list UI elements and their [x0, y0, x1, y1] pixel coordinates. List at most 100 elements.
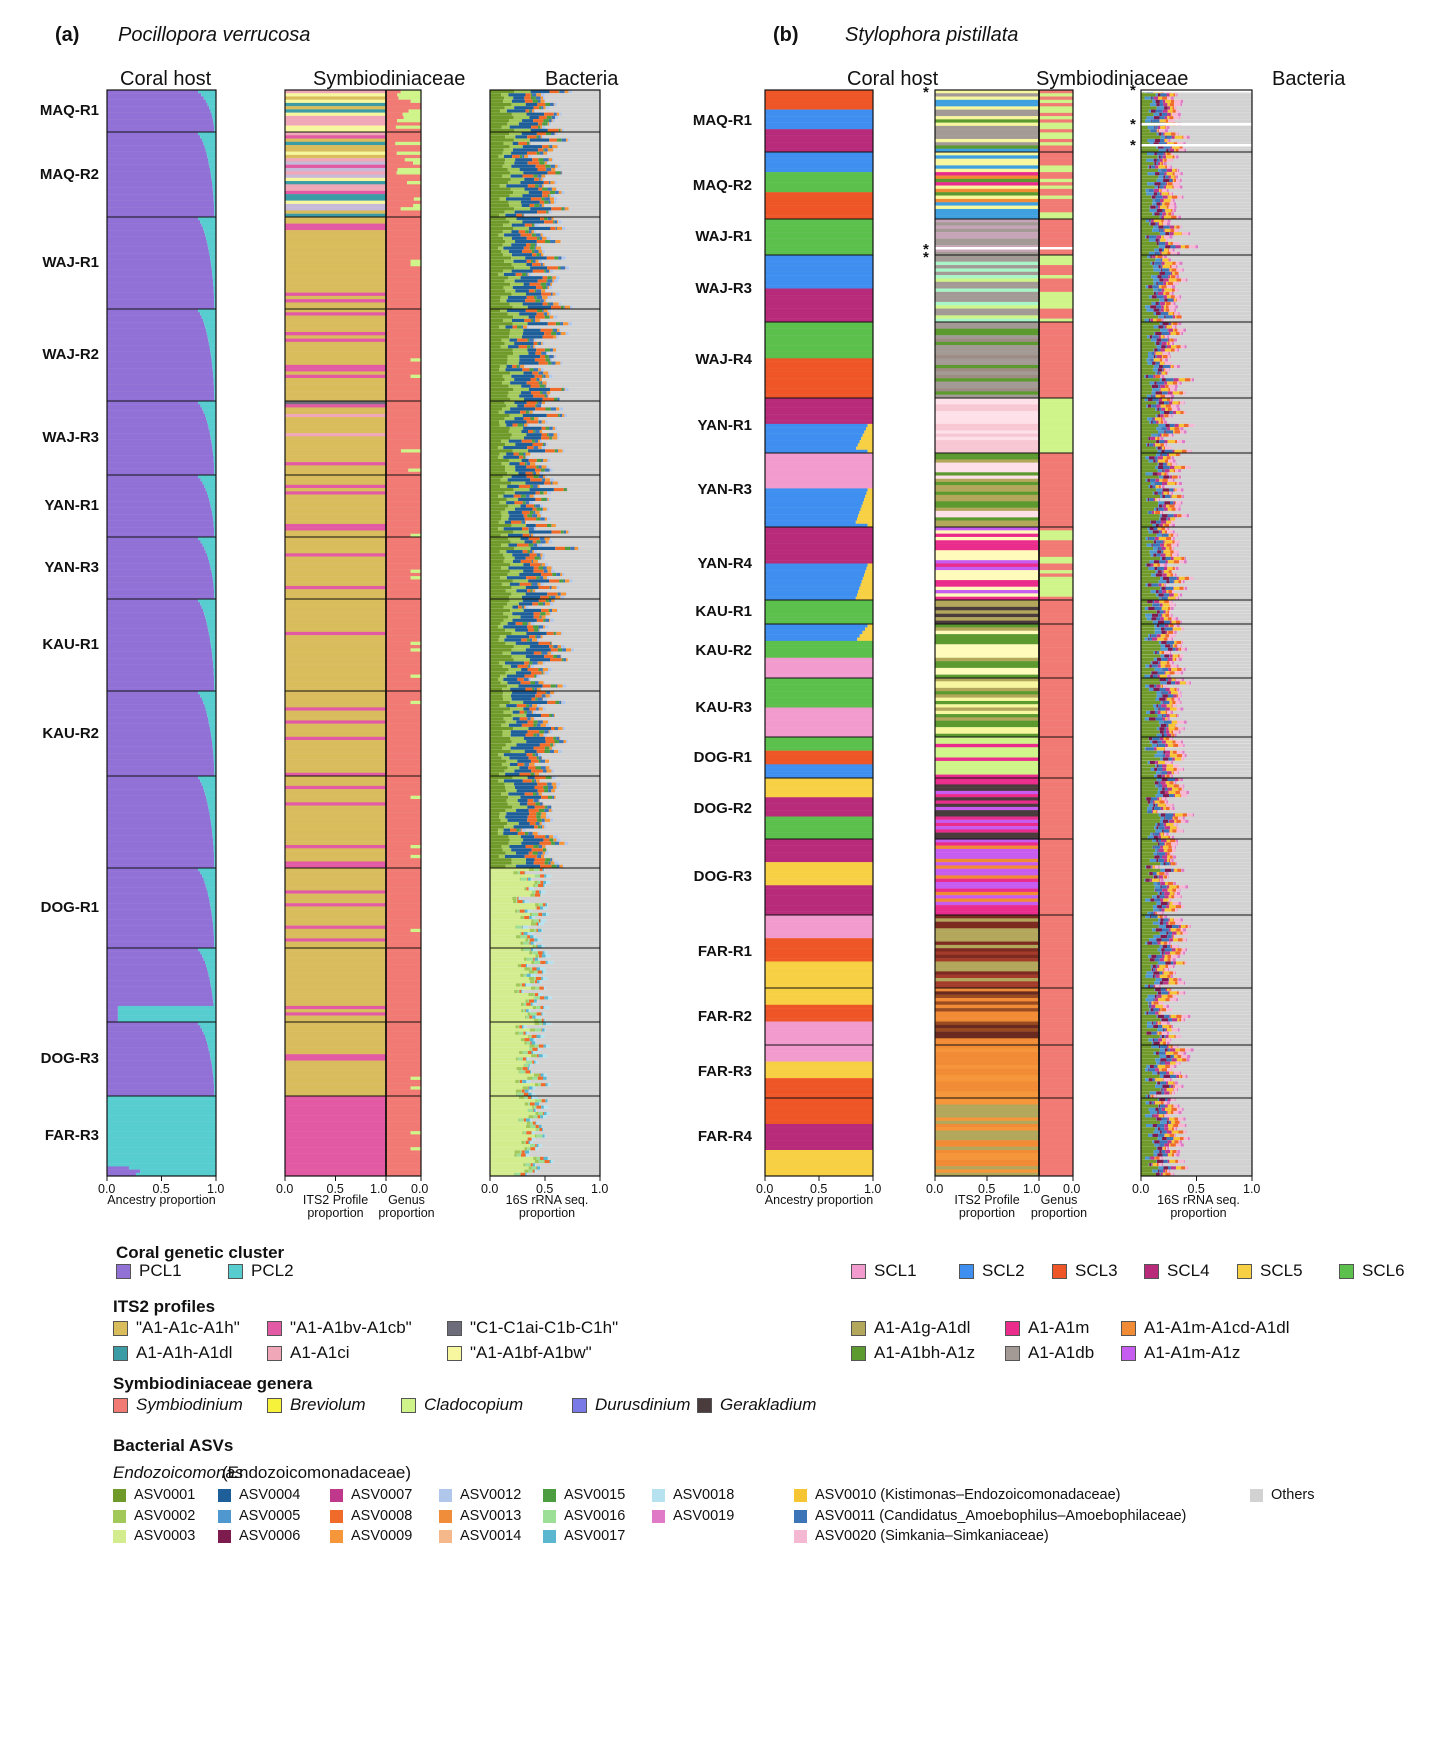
bacteria-bar-segment [544, 148, 548, 152]
bacteria-bar-segment [561, 645, 565, 649]
bacteria-bar-segment [536, 1144, 539, 1148]
bacteria-bar-segment [1159, 119, 1166, 123]
bacteria-bar-segment [504, 556, 515, 560]
genus-bar-segment [386, 608, 421, 613]
bacteria-bar-segment [490, 484, 501, 488]
bacteria-bar-segment [546, 691, 551, 695]
genus-bar-segment [1039, 99, 1073, 104]
bacteria-bar-segment [532, 589, 533, 593]
bacteria-bar-segment [1150, 103, 1157, 107]
bacteria-bar-segment [529, 1102, 535, 1106]
bacteria-bar-segment [1141, 158, 1147, 162]
genus-bar-segment [386, 625, 421, 629]
bacteria-bar-segment [510, 746, 534, 750]
host-bar-segment [204, 612, 216, 616]
genus-bar-segment [386, 413, 421, 418]
bacteria-bar-segment [533, 919, 539, 923]
genus-bar-segment [386, 566, 421, 570]
genus-bar-segment [386, 677, 421, 682]
bacteria-bar-segment [542, 309, 544, 313]
bacteria-bar-segment [1160, 162, 1162, 166]
bacteria-bar-segment [529, 1118, 532, 1122]
bacteria-bar-segment [563, 171, 600, 175]
bacteria-bar-segment [524, 423, 528, 427]
bacteria-bar-segment [522, 145, 543, 149]
bacteria-bar-segment [536, 1041, 600, 1045]
bacteria-bar-segment [536, 458, 542, 463]
genus-bar-segment [386, 132, 421, 136]
bacteria-bar-segment [1180, 116, 1252, 120]
host-bar-segment [198, 309, 216, 313]
host-bar-segment [107, 1005, 118, 1010]
bacteria-bar-segment [497, 455, 504, 459]
bacteria-bar-segment [490, 361, 508, 365]
host-bar-segment [203, 141, 216, 146]
bacteria-bar-segment [527, 1096, 532, 1100]
host-bar-segment [107, 475, 199, 479]
bacteria-bar-segment [490, 1156, 534, 1160]
host-bar-segment [213, 292, 216, 297]
its2-bar-segment [285, 1009, 386, 1013]
bacteria-bar-segment [553, 217, 600, 221]
genus-bar-segment [386, 282, 421, 287]
genus-bar-segment [386, 1047, 421, 1052]
bacteria-bar-segment [525, 585, 539, 590]
bacteria-bar-segment [538, 465, 542, 469]
bacteria-bar-segment [508, 429, 522, 434]
host-bar-segment [107, 520, 214, 525]
bacteria-bar-segment [535, 233, 541, 237]
its2-bar-segment [285, 932, 386, 936]
bacteria-bar-segment [490, 355, 508, 359]
bacteria-bar-segment [543, 1044, 546, 1048]
bacteria-bar-segment [502, 407, 511, 411]
bacteria-bar-segment [523, 171, 548, 175]
host-bar-segment [202, 874, 216, 878]
bacteria-bar-segment [529, 635, 536, 639]
bacteria-bar-segment [544, 517, 548, 521]
host-bar-segment [200, 779, 216, 783]
bacteria-bar-segment [513, 259, 527, 263]
host-bar-segment [202, 407, 216, 411]
bacteria-bar-segment [568, 387, 600, 392]
its2-bar-segment [285, 243, 386, 247]
host-bar-segment [208, 246, 216, 251]
host-bar-segment [206, 553, 216, 557]
bacteria-bar-segment [547, 475, 600, 479]
bacteria-bar-segment [503, 318, 513, 323]
host-bar-segment [107, 190, 214, 195]
bacteria-bar-segment [517, 964, 522, 968]
host-bar-segment [107, 1079, 214, 1084]
bacteria-bar-segment [490, 243, 503, 247]
bacteria-bar-segment [527, 272, 529, 277]
genus-bar-segment [386, 733, 421, 737]
its2-bar-segment [285, 233, 386, 237]
bacteria-bar-segment [521, 605, 523, 609]
bacteria-bar-segment [538, 1124, 542, 1128]
bacteria-bar-segment [490, 717, 504, 721]
bacteria-bar-segment [1176, 106, 1252, 110]
bacteria-bar-segment [541, 507, 543, 511]
genus-bar-segment [386, 954, 421, 958]
bacteria-bar-segment [512, 691, 537, 695]
bacteria-bar-segment [556, 523, 600, 528]
genus-bar-segment [386, 1137, 421, 1141]
genus-bar-segment [1039, 103, 1073, 107]
its2-bar-segment [285, 912, 386, 917]
host-bar-segment [765, 175, 873, 179]
bacteria-bar-segment [556, 585, 560, 590]
its2-bar-segment [285, 253, 386, 257]
bacteria-bar-segment [534, 1131, 600, 1135]
bacteria-bar-segment [508, 384, 522, 388]
bacteria-bar-segment [529, 1140, 533, 1144]
its2-bar-segment [285, 546, 386, 551]
bacteria-bar-segment [533, 510, 536, 515]
bacteria-bar-segment [543, 309, 548, 313]
bacteria-bar-segment [490, 302, 510, 306]
host-bar-segment [107, 305, 215, 310]
bacteria-bar-segment [490, 822, 508, 826]
host-bar-segment [107, 368, 213, 372]
bacteria-bar-segment [490, 276, 509, 280]
bacteria-bar-segment [549, 507, 600, 511]
its2-bar-segment [285, 1057, 386, 1061]
bacteria-bar-segment [530, 93, 532, 97]
